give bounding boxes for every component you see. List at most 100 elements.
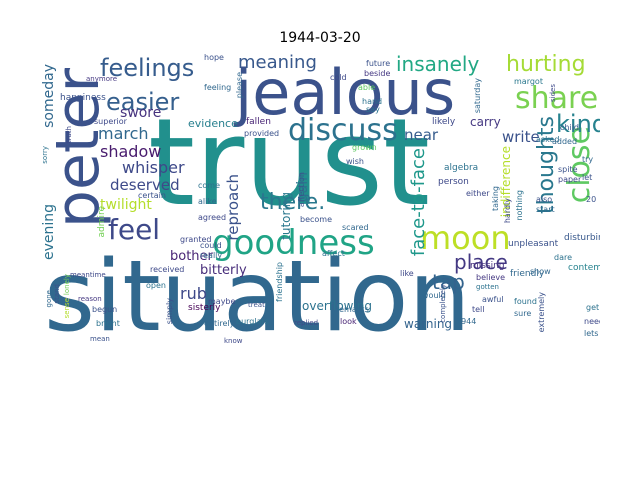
word-get: get [586,303,600,312]
word-happiness: happiness [60,93,106,103]
word-place: place [454,250,508,274]
word-received: received [150,265,185,274]
word-goodness: goodness [212,223,375,263]
word-margot: margot [514,77,543,86]
word-meaning: meaning [238,54,317,73]
word-deserved: deserved [110,176,180,194]
word-certain: certain [138,191,166,200]
word-likely: likely [432,117,456,127]
word-burglars: burglars [236,317,269,326]
word-simply: simply [165,298,174,325]
word-awful: awful [482,295,504,304]
word-need: need [584,317,600,326]
word-evening: evening [41,204,57,261]
word-either: either [466,189,490,198]
word-let: let [582,173,593,182]
word-could: could [200,241,222,250]
word-bitterly: bitterly [200,263,247,278]
word-extremely: extremely [537,292,546,333]
word-discuss: discuss [288,113,398,148]
word-sides: sides [549,84,557,102]
word-evidence: evidence [188,117,238,130]
word-say: say [366,105,380,114]
word-taking: taking [491,186,500,212]
word-sorry: sorry [41,146,49,164]
word-really: really [200,251,223,260]
word-friendly: friendly [510,269,545,279]
word-missing: missing [470,261,505,271]
word-superior: superior [94,117,127,126]
word-nothing: nothing [515,190,524,221]
word-gone: gone [45,290,53,308]
word-scared: scared [342,223,369,232]
word-tutoring: tutoring [279,192,293,240]
word-kind: kind [556,110,600,138]
word-feeling: feeling [204,83,232,92]
word-sense: sense [63,298,71,319]
word-carry: carry [470,115,501,129]
word-added: added [552,137,578,146]
word-overflowing: overflowing [302,299,373,313]
word-warning: warning [404,317,453,331]
chart-title: 1944-03-20 [279,30,361,46]
word-please: please [235,72,244,99]
word-entirely: entirely [204,319,235,328]
word-trust: trust [148,94,431,233]
word-there: there. [260,190,326,215]
word-cold: cold [330,73,347,82]
word-alike: alike [198,197,217,206]
word-bright: bright [96,319,120,328]
word-wish: wish [346,157,365,166]
word-affect: affect [322,249,345,258]
word-situation: situation [44,240,471,347]
word-tell: tell [472,305,485,314]
word-maybe: maybe [208,297,236,306]
word-cloud: trust situation jealous peter goodness d… [40,54,600,347]
word-reproach: reproach [224,174,242,241]
word-found: found [514,297,537,306]
word-unpleasant: unpleasant [508,239,559,249]
word-begun: begun [92,305,118,314]
word-affection: affection [297,172,306,208]
word-contempt: contempt [568,263,600,273]
word-paper: paper [558,175,582,184]
word-treat: treat [248,301,265,309]
word-reason: reason [78,295,102,303]
word-future: future [366,59,391,68]
word-truth: truth [65,126,73,144]
word-know: know [224,337,243,345]
word-start: start [536,205,555,214]
word-algebra: algebra [444,163,479,173]
word-face-to-face: face-to-face [408,148,429,257]
word-shadow: shadow [100,142,162,161]
word-insanely: insanely [396,54,480,76]
word-someday: someday [41,64,57,128]
word-show: show [530,267,551,276]
word-hand: hand [362,97,383,106]
word-mean: mean [90,335,110,343]
word-jealous: jealous [235,56,456,129]
word-asked: asked [536,135,560,144]
word-remarks: remarks [336,305,369,314]
word-sure: sure [514,309,532,318]
word-try: try [582,155,594,164]
word-able: able [358,83,376,92]
word-hardly: hardly [503,198,512,224]
word-twilight: twilight [100,197,152,213]
word-disturbing: disturbing [564,233,600,243]
word-saturday: saturday [473,78,482,114]
word-lets: lets [584,329,599,338]
word-moon: moon [420,219,511,257]
word-feelings: feelings [100,54,195,82]
word-dare: dare [554,253,573,262]
word-1944: 1944 [456,317,477,326]
word-whisper: whisper [122,158,185,177]
word-anymore: anymore [86,75,118,83]
word-would: would [422,291,446,300]
word-child: child [560,123,579,132]
word-completely: completely [439,284,447,323]
word-meantime: meantime [70,271,106,279]
word-stand: stand [53,284,61,304]
word-spite: spite [558,165,578,174]
word-easier: easier [106,88,180,116]
